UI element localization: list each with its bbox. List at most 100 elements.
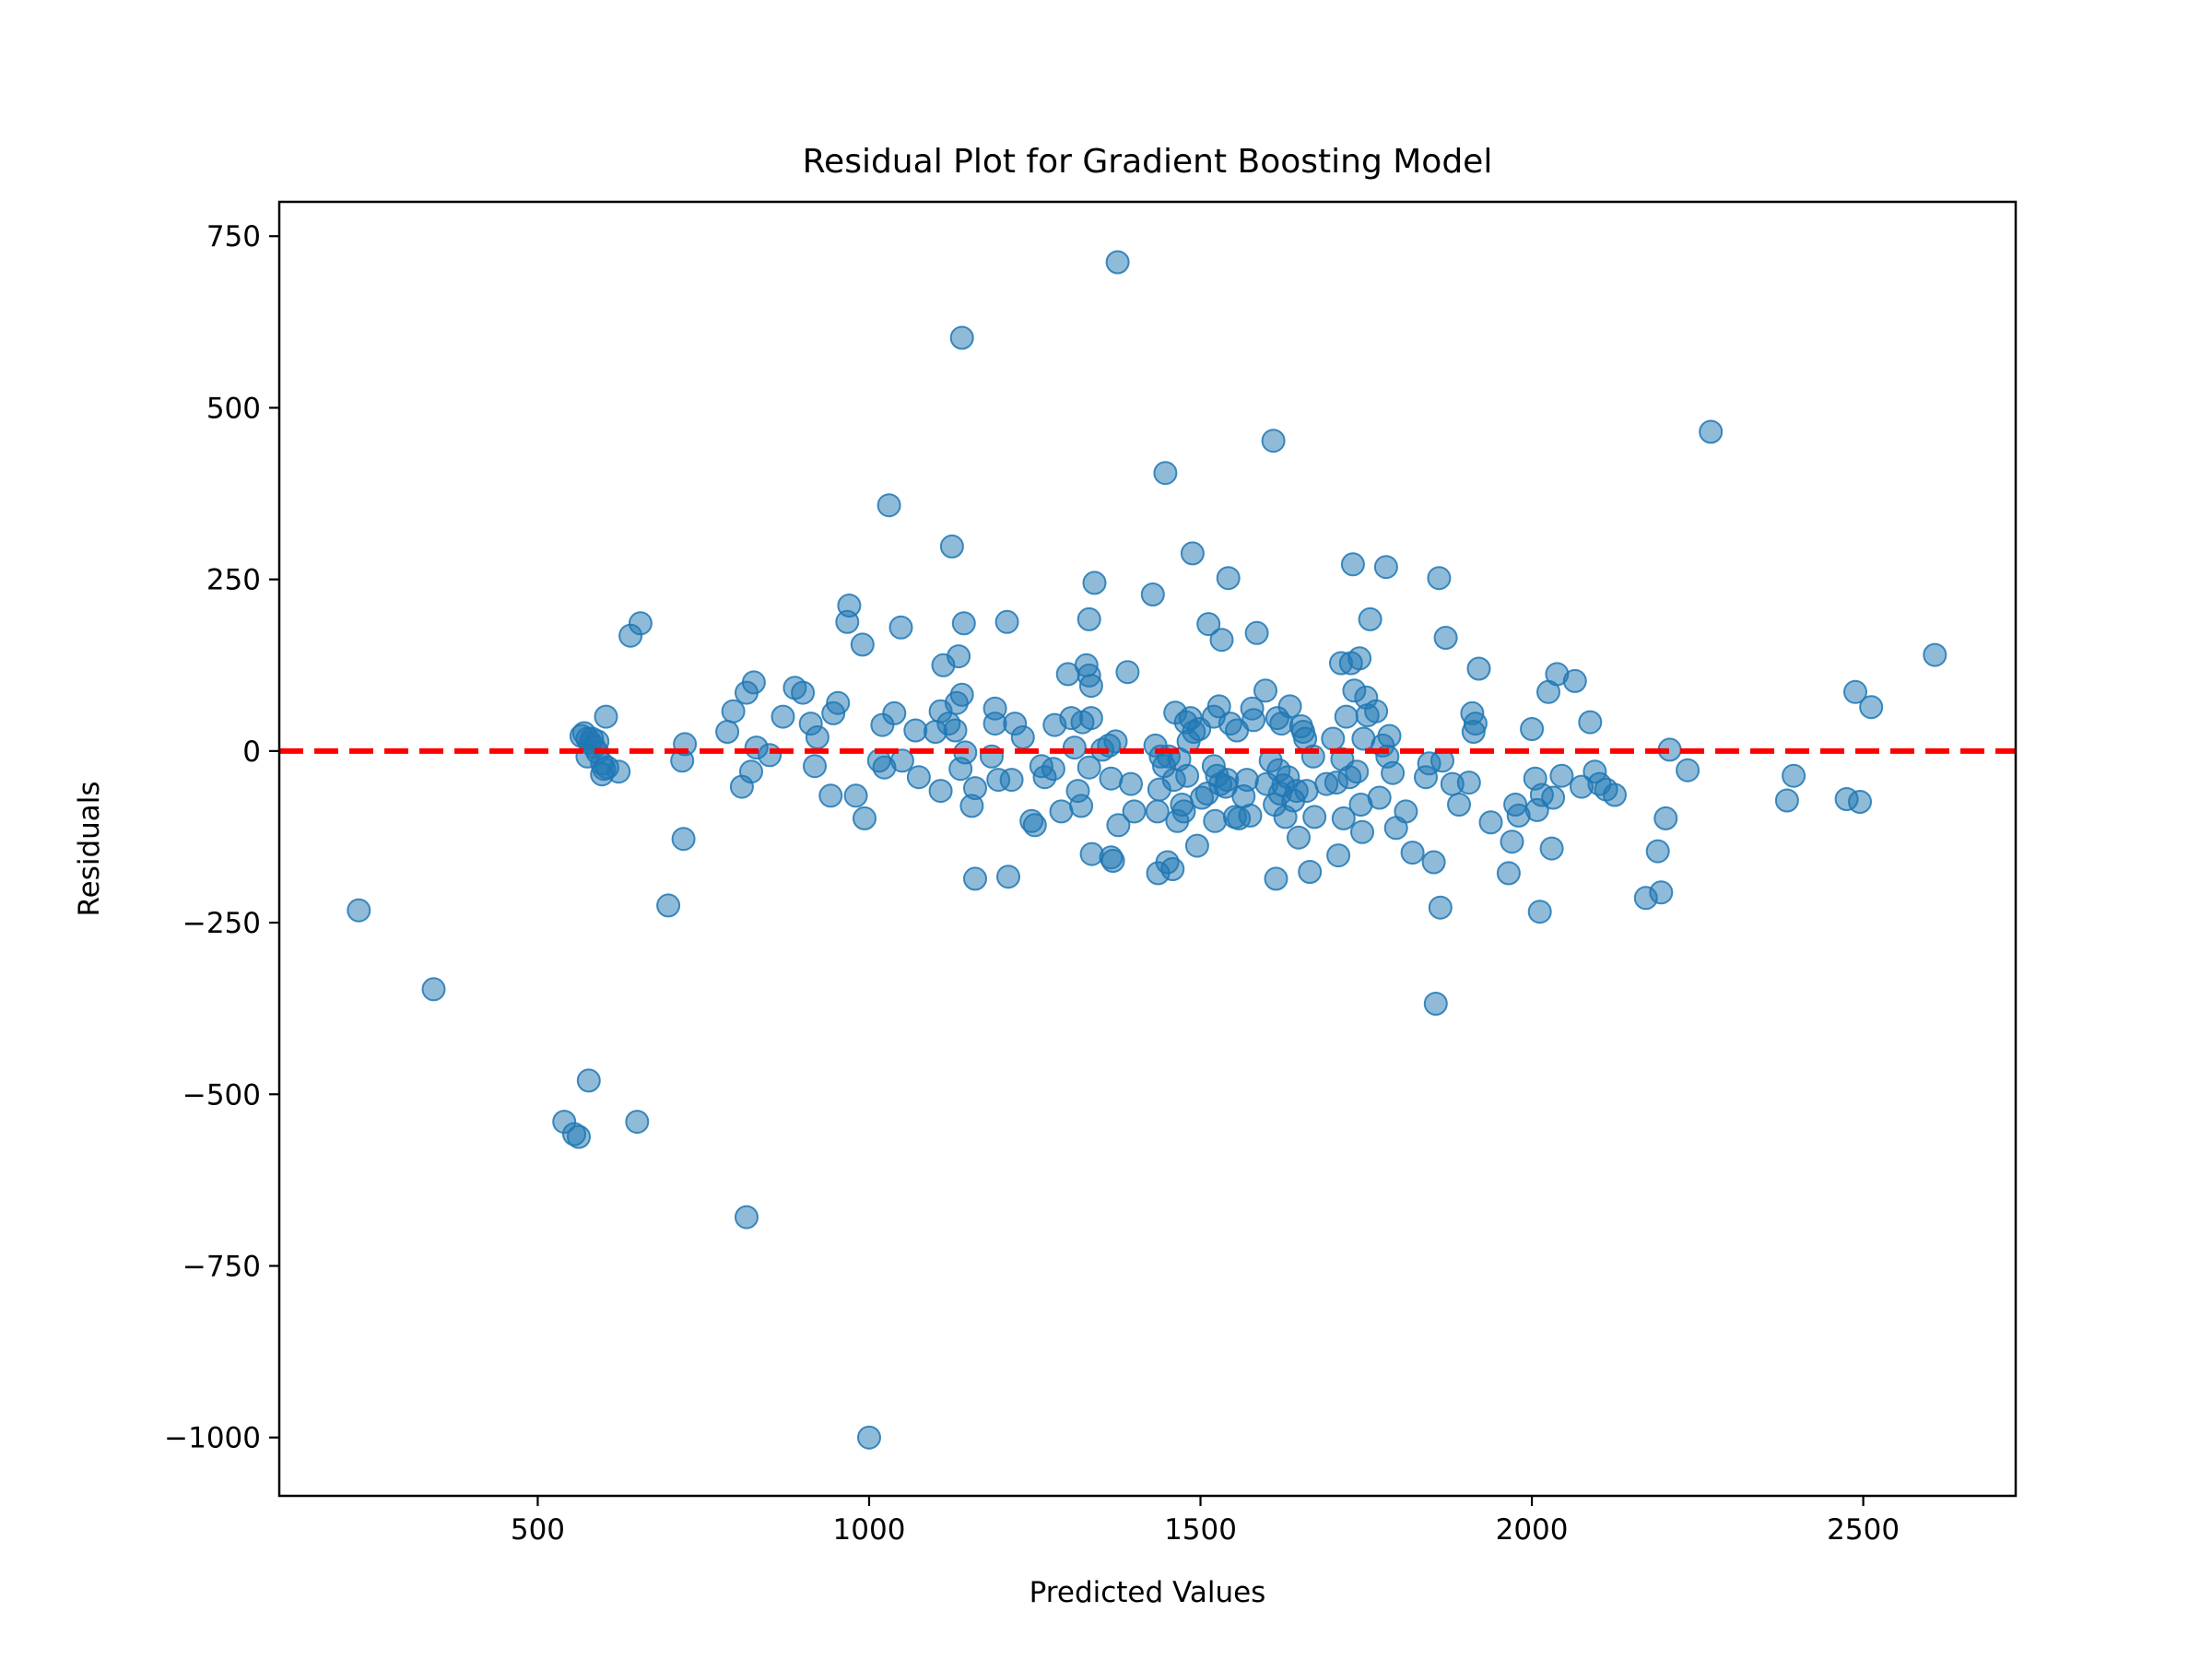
- scatter-point-198: [1334, 704, 1359, 729]
- scatter-point-226: [1428, 895, 1453, 920]
- scatter-point-57: [888, 615, 913, 640]
- y-axis-label: Residuals: [73, 781, 106, 916]
- scatter-point-98: [1069, 794, 1094, 818]
- scatter-point-13: [594, 704, 618, 729]
- scatter-point-0: [347, 898, 371, 923]
- scatter-point-112: [1100, 849, 1125, 873]
- y-tick-label-6: −750: [182, 1250, 261, 1283]
- scatter-point-270: [1859, 695, 1884, 720]
- scatter-point-197: [1331, 806, 1356, 830]
- scatter-point-76: [963, 776, 987, 801]
- scatter-point-264: [1699, 419, 1724, 444]
- scatter-point-60: [906, 765, 931, 790]
- scatter-point-71: [949, 682, 974, 707]
- scatter-point-46: [826, 690, 851, 715]
- scatter-point-244: [1527, 900, 1552, 924]
- scatter-point-83: [996, 865, 1020, 889]
- scatter-point-119: [1140, 582, 1165, 606]
- scatter-point-91: [1041, 757, 1065, 782]
- scatter-point-59: [903, 718, 928, 743]
- scatter-point-204: [1347, 646, 1372, 671]
- scatter-point-253: [1578, 710, 1603, 735]
- scatter-point-106: [1079, 841, 1104, 866]
- scatter-point-163: [1238, 803, 1263, 828]
- scatter-point-103: [1078, 706, 1103, 731]
- scatter-point-36: [741, 670, 766, 695]
- scatter-point-118: [1122, 799, 1147, 824]
- scatter-point-116: [1115, 660, 1140, 685]
- scatter-point-155: [1215, 768, 1240, 793]
- scatter-point-265: [1774, 788, 1799, 813]
- scatter-point-188: [1298, 860, 1323, 884]
- scatter-point-117: [1119, 771, 1143, 796]
- scatter-point-261: [1653, 806, 1678, 830]
- scatter-point-73: [951, 611, 976, 636]
- scatter-point-114: [1105, 250, 1130, 275]
- scatter-point-82: [994, 609, 1019, 634]
- scatter-point-165: [1241, 708, 1266, 733]
- scatter-point-217: [1381, 760, 1406, 785]
- points-layer: [347, 250, 1947, 1450]
- scatter-point-135: [1171, 799, 1196, 824]
- scatter-point-248: [1541, 785, 1566, 810]
- scatter-point-34: [739, 759, 763, 784]
- scatter-point-72: [949, 325, 974, 350]
- scatter-point-241: [1520, 717, 1545, 741]
- scatter-point-31: [721, 699, 746, 724]
- scatter-point-43: [805, 725, 830, 749]
- x-tick-label-0: 500: [511, 1513, 565, 1547]
- scatter-point-231: [1456, 771, 1481, 795]
- scatter-point-58: [889, 748, 914, 773]
- scatter-point-172: [1264, 866, 1288, 891]
- scatter-point-93: [1049, 799, 1074, 824]
- scatter-point-210: [1358, 606, 1382, 631]
- scatter-point-156: [1216, 566, 1241, 591]
- scatter-point-84: [999, 768, 1024, 793]
- scatter-point-86: [1010, 725, 1035, 749]
- scatter-point-234: [1463, 712, 1488, 736]
- scatter-point-102: [1078, 674, 1103, 699]
- scatter-point-1: [421, 977, 446, 1002]
- scatter-point-149: [1203, 808, 1228, 833]
- scatter-point-263: [1676, 758, 1700, 782]
- scatter-point-62: [928, 779, 953, 804]
- scatter-point-266: [1782, 763, 1806, 788]
- scatter-point-48: [837, 594, 862, 618]
- scatter-point-220: [1400, 841, 1425, 865]
- scatter-point-192: [1321, 726, 1346, 751]
- scatter-point-80: [982, 712, 1007, 736]
- scatter-point-4: [567, 1124, 591, 1149]
- scatter-point-228: [1433, 626, 1458, 650]
- scatter-point-10: [671, 827, 696, 852]
- scatter-point-137: [1175, 763, 1200, 788]
- scatter-point-88: [1022, 813, 1047, 838]
- y-tick-label-1: 500: [206, 392, 261, 425]
- scatter-point-268: [1843, 679, 1867, 704]
- y-tick-label-4: −250: [182, 907, 261, 940]
- scatter-point-67: [943, 718, 968, 743]
- x-tick-label-1: 1000: [833, 1513, 906, 1547]
- scatter-point-9: [656, 893, 681, 918]
- scatter-point-151: [1206, 694, 1231, 719]
- chart-title: Residual Plot for Gradient Boosting Mode…: [803, 143, 1493, 181]
- scatter-point-5: [576, 1068, 601, 1093]
- scatter-point-50: [850, 632, 875, 657]
- scatter-point-271: [1923, 642, 1947, 667]
- scatter-point-146: [1196, 612, 1221, 637]
- x-tick-label-4: 2500: [1827, 1513, 1900, 1547]
- scatter-point-113: [1103, 729, 1128, 754]
- scatter-point-187: [1294, 779, 1319, 804]
- scatter-point-162: [1234, 768, 1259, 793]
- scatter-point-110: [1099, 766, 1124, 791]
- scatter-point-180: [1277, 694, 1302, 719]
- scatter-point-69: [947, 644, 971, 669]
- scatter-point-51: [853, 806, 877, 830]
- scatter-point-170: [1261, 429, 1286, 453]
- scatter-point-247: [1539, 836, 1564, 861]
- scatter-point-44: [818, 783, 843, 808]
- scatter-point-42: [803, 754, 827, 779]
- scatter-point-212: [1367, 785, 1392, 810]
- scatter-point-77: [963, 866, 987, 891]
